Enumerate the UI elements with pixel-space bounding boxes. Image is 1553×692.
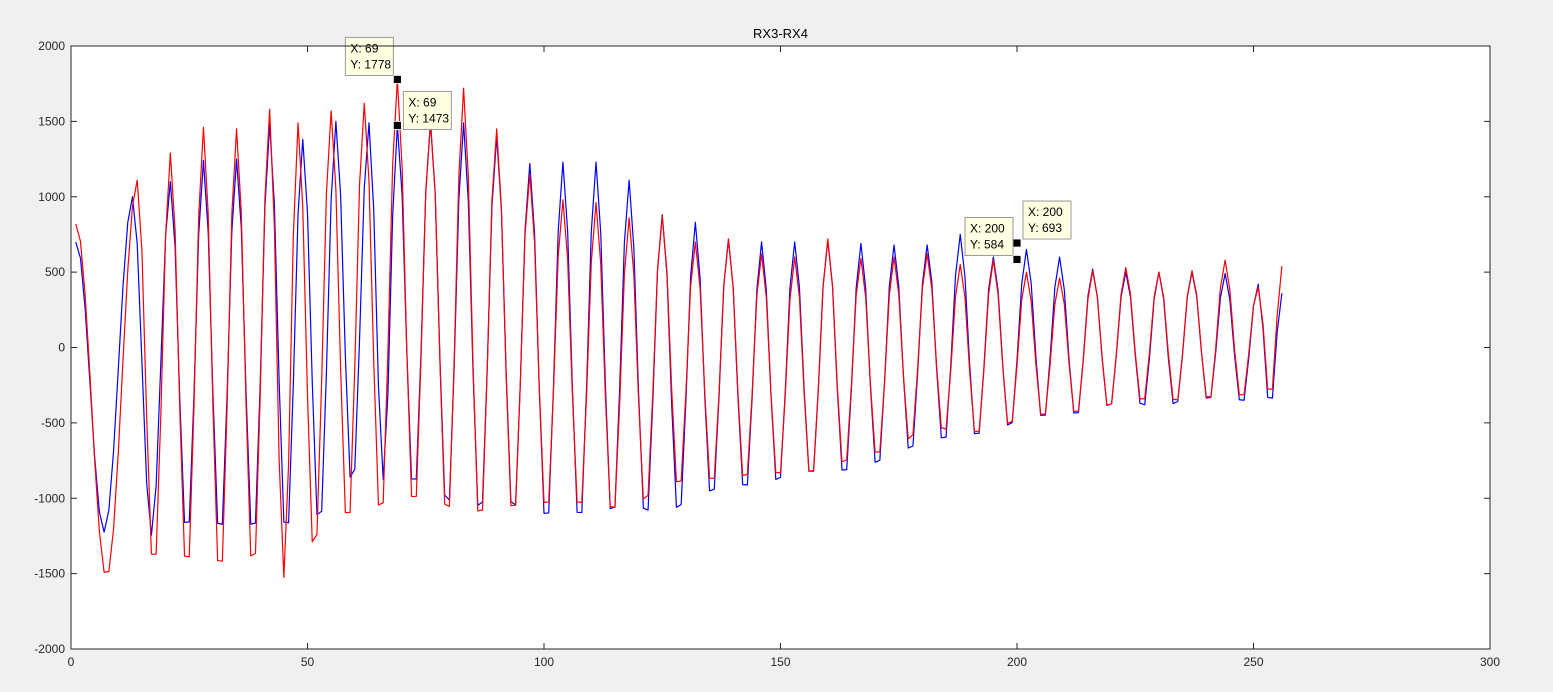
datatip-y-label: Y: 1473: [408, 111, 449, 125]
x-tick-label: 150: [770, 655, 790, 669]
datatip[interactable]: X: 69 Y: 1778: [344, 36, 402, 84]
datatip-box: [1022, 200, 1072, 240]
plot-frame: [70, 45, 1491, 650]
datatip-x-label: X: 200: [1028, 205, 1063, 219]
datatip-x-label: X: 69: [350, 41, 378, 55]
axis-ticks: 0 50 100 150 200 250 300 -2000 -1500 -1000 -500 0 50…: [34, 39, 1500, 669]
datatip-box: [402, 90, 452, 130]
datatip-x-label: X: 200: [970, 221, 1005, 235]
y-tick-label: 500: [45, 265, 65, 279]
y-tick-label: -2000: [34, 642, 65, 656]
series-layer: [75, 78, 1283, 578]
series-line-2: [75, 78, 1283, 578]
y-tick-label: -500: [41, 416, 65, 430]
x-tick-label: 250: [1243, 655, 1263, 669]
y-tick-label: 2000: [38, 39, 65, 53]
datatip-marker[interactable]: [1012, 238, 1022, 248]
y-tick-label: 1000: [38, 190, 65, 204]
datatip-marker[interactable]: [392, 121, 402, 130]
y-tick-label: -1500: [34, 567, 65, 581]
datatip-y-label: Y: 584: [970, 237, 1004, 251]
x-tick-label: 50: [301, 655, 315, 669]
plot-area: [71, 46, 1490, 649]
datatip-box: [344, 36, 394, 76]
datatip-y-label: Y: 1778: [350, 57, 391, 71]
datatip-x-label: X: 69: [408, 95, 436, 109]
chart-title: RX3-RX4: [753, 26, 808, 41]
datatip[interactable]: X: 200 Y: 693: [1012, 200, 1072, 248]
datatip[interactable]: X: 200 Y: 584: [964, 216, 1022, 264]
y-tick-label: -1000: [34, 491, 65, 505]
x-tick-label: 200: [1007, 655, 1027, 669]
y-tick-label: 0: [58, 341, 65, 355]
x-tick-label: 0: [68, 655, 75, 669]
datatip-marker[interactable]: [392, 75, 402, 84]
x-tick-label: 100: [534, 655, 554, 669]
datatip-marker[interactable]: [1012, 255, 1022, 264]
y-tick-label: 1500: [38, 114, 65, 128]
x-tick-label: 300: [1480, 655, 1500, 669]
datatip[interactable]: X: 69 Y: 1473: [392, 90, 452, 130]
datatip-y-label: Y: 693: [1028, 221, 1062, 235]
datatip-box: [964, 216, 1014, 256]
